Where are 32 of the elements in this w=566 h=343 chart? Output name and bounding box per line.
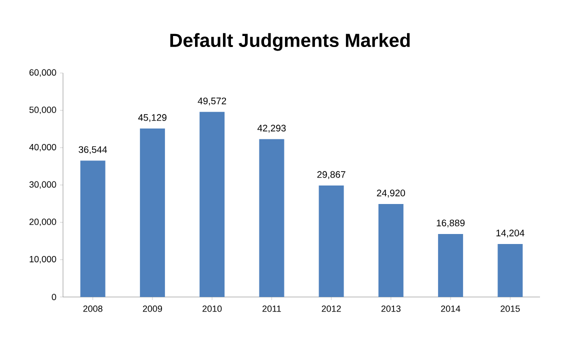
data-label: 45,129: [138, 114, 166, 122]
chart-title: Default Judgments Marked: [170, 33, 410, 51]
data-label: 29,867: [317, 171, 346, 179]
data-label: 36,544: [78, 146, 108, 154]
bar: [80, 160, 106, 297]
y-tick-label: 0: [52, 294, 56, 300]
bar: [140, 128, 165, 297]
x-tick-label: 2010: [202, 306, 222, 312]
data-label: 42,293: [257, 124, 286, 133]
x-tick-label: 2011: [262, 306, 281, 312]
bar: [200, 112, 225, 297]
data-label: 49,572: [198, 98, 226, 106]
y-tick-label: 60,000: [30, 69, 56, 77]
x-tick-label: 2014: [441, 306, 460, 312]
x-tick-label: 2009: [142, 306, 162, 312]
bar: [378, 204, 404, 297]
x-tick-label: 2012: [322, 306, 341, 312]
y-tick-label: 10,000: [30, 256, 56, 264]
bar: [318, 185, 344, 297]
bar: [498, 244, 523, 297]
bar: [259, 139, 284, 297]
data-label: 24,920: [376, 190, 406, 198]
y-tick-label: 20,000: [30, 218, 56, 226]
bar: [438, 234, 464, 297]
x-tick-label: 2015: [500, 306, 520, 312]
data-label: 14,204: [496, 230, 524, 238]
y-tick-label: 30,000: [29, 181, 56, 189]
x-tick-label: 2008: [83, 306, 102, 312]
x-tick-label: 2013: [381, 306, 401, 312]
data-label: 16,889: [436, 220, 465, 228]
y-tick-label: 40,000: [29, 144, 56, 152]
y-tick-label: 50,000: [29, 106, 56, 114]
